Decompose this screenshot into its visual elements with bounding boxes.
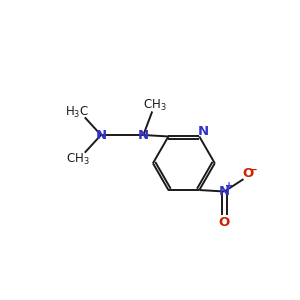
Text: CH$_3$: CH$_3$ xyxy=(143,98,167,112)
Text: CH$_3$: CH$_3$ xyxy=(66,152,89,167)
Text: H$_3$C: H$_3$C xyxy=(65,104,89,120)
Text: N: N xyxy=(219,185,230,198)
Text: −: − xyxy=(249,164,258,174)
Text: N: N xyxy=(138,128,149,142)
Text: O: O xyxy=(219,216,230,229)
Text: N: N xyxy=(197,125,208,138)
Text: N: N xyxy=(95,128,106,142)
Text: O: O xyxy=(243,167,254,180)
Text: +: + xyxy=(225,181,233,191)
